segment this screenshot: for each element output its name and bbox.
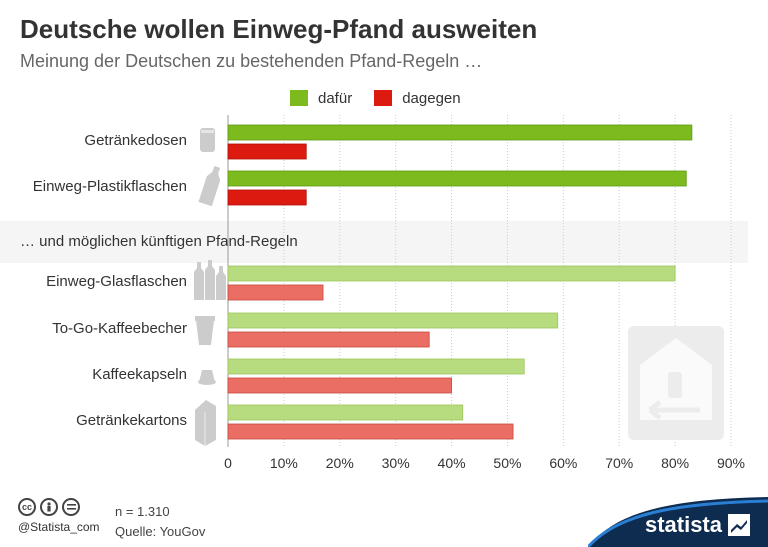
by-icon bbox=[40, 498, 58, 516]
footer-notes: n = 1.310 Quelle: YouGov bbox=[115, 502, 205, 542]
statista-logo-icon bbox=[728, 514, 750, 536]
chart-subtitle: Meinung der Deutschen zu bestehenden Pfa… bbox=[20, 51, 483, 71]
legend: dafür dagegen bbox=[290, 88, 483, 108]
statista-logo[interactable]: statista bbox=[644, 512, 722, 537]
x-tick-label: 50% bbox=[493, 455, 521, 471]
bar-dagegen bbox=[227, 189, 307, 206]
bar-dafuer bbox=[227, 312, 559, 329]
x-tick-label: 90% bbox=[717, 455, 745, 471]
bar-dafuer bbox=[227, 358, 525, 375]
sample-size: n = 1.310 bbox=[115, 504, 170, 519]
bar-dagegen bbox=[227, 284, 324, 301]
coffee-cup-icon bbox=[195, 316, 215, 345]
x-tick-label: 80% bbox=[661, 455, 689, 471]
drink-carton-icon bbox=[195, 400, 216, 446]
x-tick-label: 30% bbox=[382, 455, 410, 471]
plastic-bottle-icon bbox=[198, 166, 221, 207]
x-tick-label: 0 bbox=[224, 455, 232, 471]
can-icon-part bbox=[201, 130, 214, 133]
category-label: Einweg-Plastikflaschen bbox=[33, 178, 187, 195]
category-label: Einweg-Glasflaschen bbox=[46, 273, 187, 290]
coffee-capsule-icon-part bbox=[199, 370, 215, 382]
bar-dafuer bbox=[227, 265, 676, 282]
statista-handle: @Statista_com bbox=[18, 520, 100, 534]
can-icon-part bbox=[200, 128, 215, 152]
category-label: Getränkekartons bbox=[76, 412, 187, 429]
category-label: To-Go-Kaffeebecher bbox=[52, 320, 187, 337]
glass-bottles-icon bbox=[194, 260, 226, 300]
watermark-icon bbox=[628, 326, 724, 440]
category-label: Kaffeekapseln bbox=[92, 366, 187, 383]
watermark-part bbox=[668, 372, 682, 398]
cc-icon: cc bbox=[18, 498, 36, 516]
category-label: Getränkedosen bbox=[84, 132, 187, 149]
legend-swatch-dafuer bbox=[290, 90, 308, 106]
bar-dagegen bbox=[227, 377, 452, 394]
x-tick-label: 70% bbox=[605, 455, 633, 471]
license-block: cc @Statista_com bbox=[18, 498, 100, 534]
x-tick-label: 40% bbox=[438, 455, 466, 471]
legend-item-dagegen: dagegen bbox=[374, 89, 461, 107]
coffee-cup-icon-part bbox=[195, 316, 215, 321]
bar-dagegen bbox=[227, 423, 514, 440]
section-band bbox=[0, 221, 748, 263]
source-note: Quelle: YouGov bbox=[115, 524, 206, 539]
x-tick-label: 10% bbox=[270, 455, 298, 471]
glass-bottles-icon-part bbox=[194, 262, 204, 300]
legend-swatch-dagegen bbox=[374, 90, 393, 106]
legend-label-dafuer: dafür bbox=[318, 89, 353, 107]
watermark-part bbox=[648, 400, 700, 420]
legend-label-dagegen: dagegen bbox=[402, 89, 461, 107]
can-icon bbox=[200, 128, 215, 152]
legend-item-dafuer: dafür bbox=[290, 90, 352, 107]
brand-band bbox=[588, 497, 768, 547]
glass-bottles-icon-part bbox=[205, 260, 215, 300]
glass-bottles-icon-part bbox=[216, 266, 226, 300]
bar-dagegen bbox=[227, 331, 430, 348]
plastic-bottle-icon-part bbox=[198, 166, 221, 207]
bar-dagegen bbox=[227, 143, 307, 160]
bar-dafuer bbox=[227, 124, 693, 141]
coffee-cup-icon-part bbox=[196, 320, 214, 345]
bar-dafuer bbox=[227, 170, 687, 187]
x-tick-label: 60% bbox=[549, 455, 577, 471]
x-tick-label: 20% bbox=[326, 455, 354, 471]
nd-icon bbox=[62, 498, 80, 516]
coffee-capsule-icon bbox=[198, 370, 216, 385]
bar-dafuer bbox=[227, 404, 464, 421]
chart-title: Deutsche wollen Einweg-Pfand ausweiten bbox=[20, 14, 538, 44]
